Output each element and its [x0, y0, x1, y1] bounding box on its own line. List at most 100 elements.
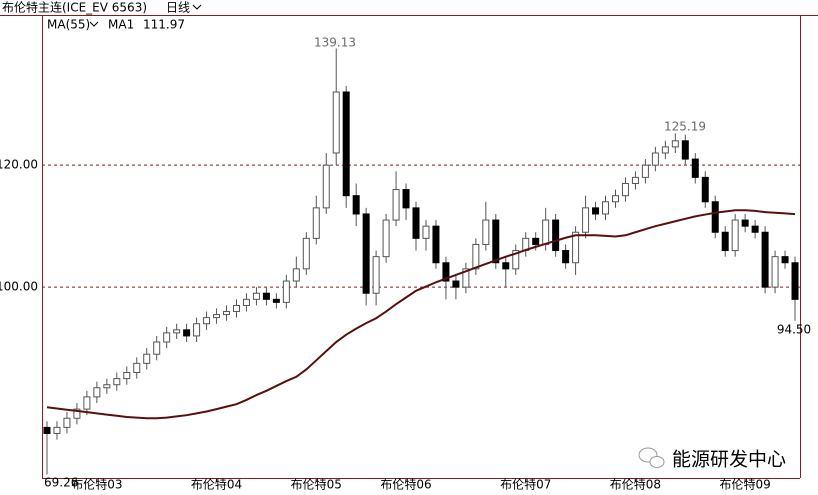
candle-body: [462, 268, 470, 288]
candle-body: [691, 158, 699, 178]
candle-body: [362, 213, 370, 294]
indicator-caret: [89, 21, 99, 27]
candle-body: [352, 195, 360, 215]
candle-body: [83, 396, 91, 410]
watermark: 能源研发中心: [672, 449, 786, 471]
x-tick-label: 布伦特09: [720, 477, 771, 492]
candle-body: [372, 256, 380, 294]
period[interactable]: 日线: [166, 1, 190, 15]
candle-body: [402, 189, 410, 209]
wechat-icon: [638, 447, 665, 468]
x-tick-label: 布伦特06: [380, 477, 431, 492]
y-tick-label: 120.00: [0, 158, 38, 172]
candle-body: [213, 314, 221, 319]
candle-body: [512, 250, 520, 270]
candle-body: [721, 231, 729, 252]
x-tick-label: 布伦特08: [610, 477, 661, 492]
candle-body: [781, 256, 789, 264]
candle-body: [452, 280, 460, 288]
candle-body: [43, 426, 51, 434]
candle-body: [53, 426, 61, 434]
annotation: 94.50: [777, 323, 811, 337]
candle-body: [472, 243, 480, 270]
candle-body: [242, 298, 250, 306]
candle-body: [272, 298, 280, 303]
candle-body: [392, 189, 400, 221]
x-tick-label: 布伦特05: [291, 477, 342, 492]
candle-body: [153, 341, 161, 355]
candle-body: [93, 387, 101, 398]
candle-body: [751, 225, 759, 233]
candle-body: [203, 317, 211, 325]
candle-body: [332, 91, 340, 154]
candle-body: [542, 219, 550, 245]
x-tick-label: 布伦特03: [71, 477, 122, 492]
x-tick-label: 布伦特07: [500, 477, 551, 492]
candle-body: [252, 292, 260, 300]
candle-body: [262, 292, 270, 300]
candle-body: [791, 262, 799, 300]
indicator[interactable]: MA(55): [47, 18, 90, 32]
candle-body: [232, 304, 240, 313]
candle-body: [382, 219, 390, 258]
candle-body: [482, 219, 490, 245]
ma-line: [46, 209, 796, 420]
candle-body: [711, 201, 719, 233]
candle-body: [223, 311, 231, 316]
legend-label: MA1: [108, 18, 134, 32]
candle-body: [312, 207, 320, 239]
candle-body: [502, 262, 510, 270]
candle-body: [671, 140, 679, 148]
symbol[interactable]: 布伦特主连(ICE_EV 6563): [2, 0, 147, 15]
candle-body: [631, 176, 639, 184]
candle-body: [133, 362, 141, 374]
candle-body: [761, 231, 769, 288]
candle-body: [173, 329, 181, 334]
candle-body: [322, 164, 330, 209]
y-tick-label: 100.00: [0, 280, 38, 294]
candle-body: [73, 408, 81, 419]
candle-body: [532, 237, 540, 245]
candle-body: [611, 195, 619, 203]
annotation: 125.19: [664, 120, 706, 134]
candle-body: [741, 219, 749, 227]
candle-body: [661, 146, 669, 154]
candle-body: [602, 201, 610, 215]
candle-body: [432, 225, 440, 264]
candle-body: [681, 140, 689, 160]
candle-body: [562, 250, 570, 264]
candle-body: [552, 219, 560, 252]
annotation: 69.26: [44, 476, 78, 490]
candle-body: [163, 332, 171, 343]
candle-body: [422, 225, 430, 239]
candle-body: [143, 353, 151, 364]
candle-body: [701, 176, 709, 203]
candle-body: [582, 207, 590, 233]
candle-body: [771, 256, 779, 288]
candle-body: [113, 378, 121, 386]
candle-body: [63, 417, 71, 428]
candle-body: [651, 152, 659, 166]
candle-body: [103, 384, 111, 389]
candle-body: [123, 372, 131, 380]
legend-value: 111.97: [143, 18, 185, 32]
annotation: 139.13: [314, 36, 356, 50]
candle-body: [492, 219, 500, 264]
candle-body: [183, 329, 191, 337]
candle-body: [731, 219, 739, 252]
candle-body: [282, 280, 290, 303]
candle-body: [193, 323, 201, 337]
candle-body: [442, 262, 450, 282]
x-tick-label: 布伦特04: [191, 477, 242, 492]
candle-body: [592, 207, 600, 215]
candle-body: [302, 237, 310, 270]
candle-body: [342, 91, 350, 197]
candle-body: [641, 164, 649, 178]
candle-body: [572, 231, 580, 264]
period-caret: [192, 4, 202, 10]
candle-body: [292, 268, 300, 282]
candle-body: [621, 182, 629, 197]
candle-body: [412, 207, 420, 239]
